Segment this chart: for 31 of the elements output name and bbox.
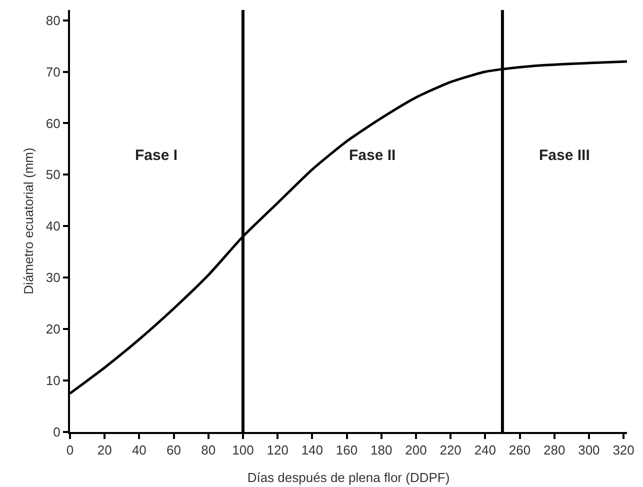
annotation: Fase III xyxy=(539,147,590,164)
x-tick-label: 120 xyxy=(266,442,288,458)
y-tick-label: 0 xyxy=(53,424,60,440)
y-tick-label: 40 xyxy=(46,218,60,234)
y-tick-label: 30 xyxy=(46,270,60,286)
x-tick-label: 280 xyxy=(544,442,566,458)
y-tick-label: 10 xyxy=(46,373,60,388)
x-axis-title: Días después de plena flor (DDPF) xyxy=(247,470,450,485)
annotation: Fase II xyxy=(349,147,396,164)
x-tick-label: 220 xyxy=(440,442,462,458)
x-tick-label: 60 xyxy=(166,442,182,458)
x-tick-label: 320 xyxy=(612,442,634,458)
x-tick-label: 100 xyxy=(232,442,254,458)
y-tick-label: 50 xyxy=(46,167,60,182)
x-tick-label: 20 xyxy=(97,442,112,458)
y-tick-label: 80 xyxy=(46,12,60,28)
y-tick-label: 60 xyxy=(46,116,60,131)
x-tick-label: 0 xyxy=(66,442,74,458)
x-tick-label: 240 xyxy=(474,442,496,458)
x-tick-label: 140 xyxy=(301,442,324,458)
annotation: Fase I xyxy=(135,147,178,164)
x-tick-label: 40 xyxy=(132,442,146,458)
x-tick-label: 160 xyxy=(336,442,358,458)
y-tick-label: 70 xyxy=(46,64,60,80)
x-tick-label: 260 xyxy=(508,442,531,458)
x-tick-label: 200 xyxy=(405,442,427,458)
x-tick-label: 80 xyxy=(201,442,216,458)
y-tick-label: 20 xyxy=(46,322,60,337)
x-tick-label: 300 xyxy=(578,442,600,458)
x-tick-label: 180 xyxy=(370,442,392,458)
y-axis-title: Diámetro ecuatorial (mm) xyxy=(21,148,36,294)
